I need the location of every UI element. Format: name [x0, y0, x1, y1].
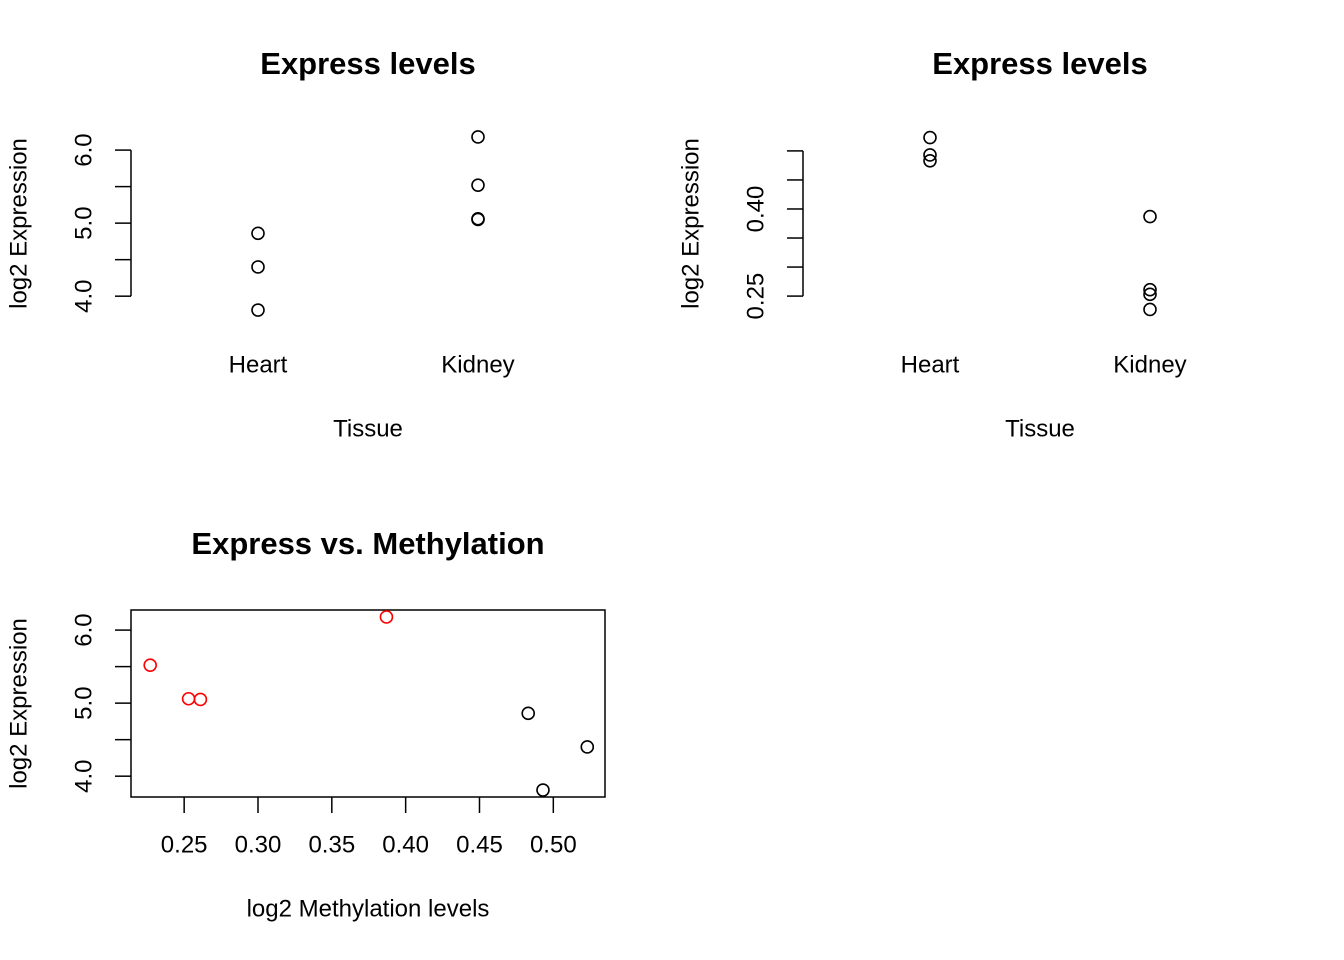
chart-title: Express vs. Methylation — [191, 526, 544, 561]
y-axis-label: log2 Expression — [5, 618, 32, 789]
point — [923, 148, 937, 162]
point — [1143, 302, 1157, 317]
point — [379, 610, 394, 624]
point — [521, 706, 536, 721]
point — [251, 303, 265, 317]
point — [471, 130, 485, 144]
x-axis-label: log2 Methylation levels — [247, 895, 490, 922]
chart-title: Express levels — [260, 46, 475, 81]
x-tick-label: 0.40 — [382, 831, 429, 858]
point — [536, 783, 550, 797]
y-tick-label: 0.25 — [742, 273, 769, 320]
y-tick-label: 6.0 — [70, 613, 97, 646]
point — [143, 658, 157, 672]
x-tick-label: Kidney — [441, 351, 514, 378]
point — [1143, 282, 1157, 297]
y-axis-label: log2 Expression — [5, 138, 32, 309]
plot-box — [130, 609, 606, 798]
x-tick-label: Kidney — [1113, 351, 1186, 378]
x-tick-label: 0.30 — [235, 831, 282, 858]
x-tick-label: Heart — [901, 351, 960, 378]
point — [580, 740, 595, 754]
point — [923, 153, 937, 168]
point — [923, 130, 937, 145]
y-tick-label: 4.0 — [70, 759, 97, 792]
y-tick-label: 5.0 — [70, 206, 97, 239]
y-tick-label: 5.0 — [70, 686, 97, 719]
point — [471, 178, 485, 192]
y-tick-label: 6.0 — [70, 133, 97, 166]
x-tick-label: 0.35 — [308, 831, 355, 858]
y-axis-label: log2 Expression — [677, 138, 704, 309]
point — [181, 691, 196, 706]
chart-title: Express levels — [932, 46, 1147, 81]
y-tick-label: 4.0 — [70, 279, 97, 312]
point — [251, 260, 265, 274]
point — [1143, 209, 1157, 224]
x-axis-label: Tissue — [333, 415, 403, 442]
x-tick-label: Heart — [229, 351, 288, 378]
y-tick-label: 0.40 — [742, 186, 769, 233]
point — [471, 212, 485, 227]
x-tick-label: 0.50 — [530, 831, 577, 858]
point — [1143, 287, 1157, 302]
x-tick-label: 0.45 — [456, 831, 503, 858]
point — [251, 226, 265, 241]
point — [193, 692, 208, 707]
x-tick-label: 0.25 — [161, 831, 208, 858]
x-axis-label: Tissue — [1005, 415, 1075, 442]
